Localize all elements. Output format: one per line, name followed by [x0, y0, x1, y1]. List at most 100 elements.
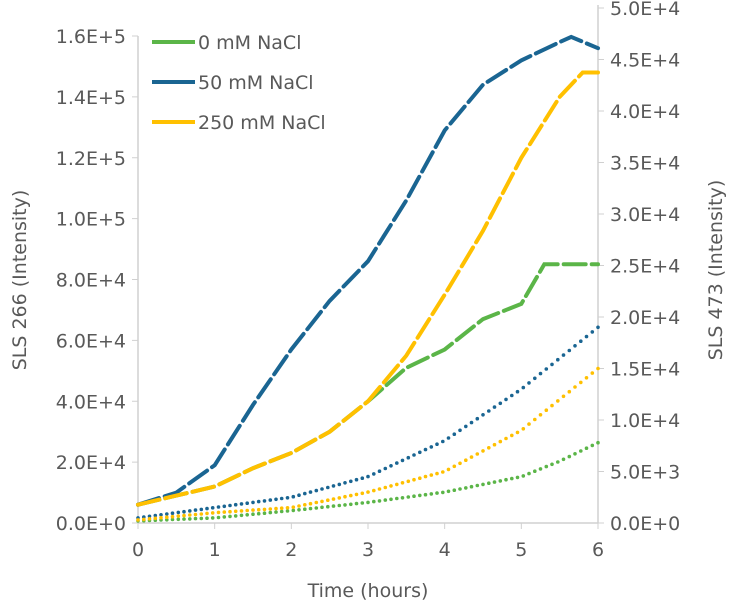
y2-tick-label: 1.0E+4 [610, 410, 680, 432]
data-point [210, 506, 215, 510]
data-point [182, 509, 186, 514]
data-point [222, 515, 227, 519]
data-point [349, 493, 353, 498]
data-point [274, 506, 278, 511]
y-tick-label: 2.0E+4 [56, 452, 126, 474]
data-point [274, 497, 278, 502]
data-point [435, 471, 439, 476]
y-tick-label: 1.6E+5 [56, 26, 126, 48]
x-tick-label: 6 [592, 539, 604, 561]
data-point [464, 458, 468, 463]
data-point [556, 460, 560, 464]
data-point [354, 492, 359, 497]
data-point [423, 492, 428, 497]
data-point [544, 464, 549, 469]
data-point [170, 511, 175, 515]
data-point [406, 455, 411, 460]
data-point [366, 474, 370, 479]
data-point [228, 503, 232, 508]
data-point [429, 445, 434, 449]
data-point [256, 511, 261, 516]
data-point [389, 484, 393, 488]
data-point [441, 470, 445, 474]
y2-tick-label: 4.5E+4 [610, 50, 680, 72]
data-point [498, 401, 503, 406]
data-point [176, 517, 181, 522]
data-point [510, 433, 514, 438]
data-point [193, 508, 198, 512]
data-point [320, 487, 324, 491]
data-point [418, 493, 422, 498]
data-point [550, 362, 554, 367]
data-point [481, 482, 485, 487]
data-point [561, 457, 566, 462]
data-point [521, 385, 526, 390]
data-point [441, 439, 445, 444]
y2-tick-label: 3.0E+4 [610, 204, 680, 226]
data-point [533, 417, 537, 422]
data-point [498, 479, 503, 483]
data-point [573, 385, 577, 389]
data-point [251, 508, 255, 512]
data-point [389, 464, 393, 468]
data-point [590, 371, 595, 375]
data-point [452, 488, 457, 493]
data-point [406, 495, 411, 499]
data-point [308, 490, 313, 494]
y-tick-label: 1.0E+5 [56, 209, 126, 231]
data-point [429, 492, 434, 496]
data-point [210, 516, 215, 520]
legend-label: 250 mM NaCl [198, 112, 326, 134]
data-point [596, 440, 600, 445]
data-point [360, 491, 365, 496]
data-point [279, 506, 284, 511]
data-point [533, 376, 537, 381]
series-250-mm-nacl-left [136, 70, 600, 507]
data-point [487, 409, 491, 413]
data-point [170, 514, 175, 519]
data-point [383, 485, 388, 490]
data-point [487, 446, 491, 450]
data-point [492, 442, 497, 447]
x-tick-label: 1 [209, 539, 221, 561]
data-point [538, 467, 543, 471]
data-point [239, 509, 244, 513]
y2-tick-label: 5.0E+3 [610, 462, 680, 484]
data-point [475, 483, 480, 488]
data-point [297, 504, 301, 508]
data-point [308, 506, 313, 511]
data-point [337, 503, 342, 508]
data-point [320, 499, 324, 504]
data-point [527, 422, 531, 426]
data-point [515, 389, 520, 394]
data-point [515, 475, 520, 480]
data-point [256, 507, 261, 512]
data-point [561, 353, 566, 357]
data-point [383, 466, 388, 471]
data-point [176, 514, 181, 518]
data-point [452, 432, 457, 437]
data-point [326, 485, 330, 490]
data-point [596, 325, 600, 330]
y2-tick-label: 0.0E+0 [610, 513, 680, 535]
data-point [567, 348, 572, 353]
data-point [573, 452, 577, 456]
data-point [233, 509, 238, 514]
data-point [573, 344, 577, 348]
data-point [349, 479, 353, 484]
data-point [590, 443, 595, 448]
data-point [303, 507, 307, 512]
data-point [556, 399, 560, 403]
data-point [251, 512, 255, 516]
data-point [366, 500, 370, 505]
data-point [584, 334, 589, 339]
data-point [452, 464, 457, 469]
data-point [429, 473, 434, 477]
data-point [533, 469, 537, 474]
data-point [303, 491, 307, 496]
data-point [372, 472, 376, 476]
data-point [256, 499, 261, 504]
data-point [297, 493, 301, 498]
data-point [544, 408, 549, 413]
x-tick-label: 0 [132, 539, 144, 561]
